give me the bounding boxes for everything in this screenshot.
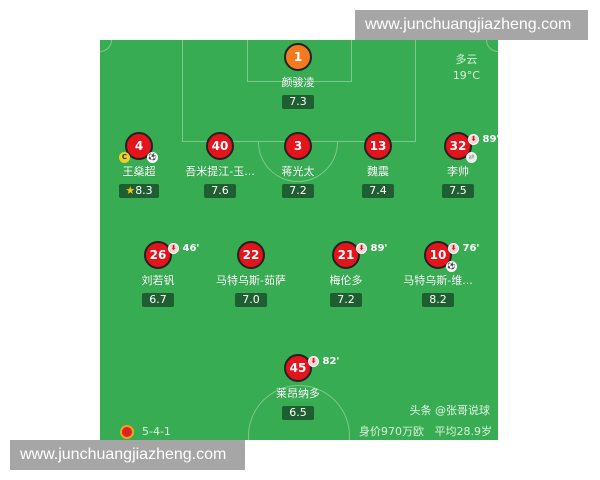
player-name: 马特乌斯-维... bbox=[403, 274, 473, 287]
substitution-icon: ⬇ bbox=[448, 242, 459, 254]
player-10[interactable]: 10 ⬇ 76' ⚽ 马特乌斯-维... 8.2 bbox=[378, 241, 498, 307]
substitution: ⬇ 76' bbox=[448, 237, 479, 261]
substitution: ⬇ 89' bbox=[356, 237, 387, 261]
star-icon: ★ bbox=[125, 184, 136, 197]
jersey-number: 21 ⬇ 89' bbox=[332, 241, 387, 269]
player-rating: 7.5 bbox=[442, 184, 474, 198]
player-rating: 7.4 bbox=[362, 184, 394, 198]
goal-box bbox=[247, 40, 352, 82]
player-name: 魏震 bbox=[367, 165, 389, 178]
team-logo-icon bbox=[120, 425, 134, 439]
corner-arc bbox=[100, 40, 112, 52]
weather: 多云 19°C bbox=[453, 52, 480, 84]
player-name: 梅伦多 bbox=[329, 274, 363, 287]
player-26[interactable]: 26 ⬇ 46' 刘若钒 6.7 bbox=[100, 241, 218, 307]
player-name: 马特乌斯-茹萨 bbox=[216, 274, 286, 287]
player-name: 吾米提江-玉... bbox=[185, 165, 255, 178]
player-name: 李帅 bbox=[447, 165, 469, 178]
jersey-number: 1 bbox=[284, 43, 312, 71]
weather-condition: 多云 bbox=[455, 53, 478, 66]
jersey-number: 3 bbox=[284, 132, 312, 160]
player-32[interactable]: 32 ⬇ 89' ⇄ 李帅 7.5 bbox=[398, 132, 498, 198]
substitution-icon: ⬇ bbox=[468, 133, 479, 145]
jersey-number: 13 bbox=[364, 132, 392, 160]
substitution-swap-icon: ⇄ bbox=[466, 152, 477, 163]
substitution: ⬇ 46' bbox=[168, 237, 199, 261]
jersey-number: 4 C ⚽ bbox=[119, 132, 158, 163]
player-name: 颜骏凌 bbox=[281, 76, 315, 89]
pitch: 多云 19°C 1 颜骏凌 7.3 4 C ⚽ 王燊超 ★8.3 40 吾米提江-玉... 7.6 3… bbox=[100, 40, 498, 440]
formation: 5-4-1 bbox=[142, 425, 171, 438]
captain-icon: C bbox=[119, 152, 130, 163]
jersey-number: 22 bbox=[237, 241, 265, 269]
player-rating: ★8.3 bbox=[119, 184, 159, 198]
player-name: 王燊超 bbox=[122, 165, 156, 178]
goal-ball-icon: ⚽ bbox=[446, 261, 457, 272]
url-watermark-top: www.junchuangjiazheng.com bbox=[355, 10, 588, 40]
substitution-icon: ⬇ bbox=[168, 242, 179, 254]
substitution: ⬇ 89' bbox=[468, 128, 498, 152]
source-watermark: 头条 @张哥说球 bbox=[409, 404, 491, 417]
substitution-icon: ⬇ bbox=[308, 355, 319, 367]
goal-ball-icon: ⚽ bbox=[147, 152, 158, 163]
jersey-number: 10 ⬇ 76' ⚽ bbox=[424, 241, 479, 272]
player-rating: 6.5 bbox=[282, 406, 314, 420]
player-rating: 7.3 bbox=[282, 95, 314, 109]
player-name: 蒋光太 bbox=[281, 165, 315, 178]
player-40[interactable]: 40 吾米提江-玉... 7.6 bbox=[160, 132, 280, 198]
player-rating: 8.2 bbox=[422, 293, 454, 307]
player-22[interactable]: 22 马特乌斯-茹萨 7.0 bbox=[191, 241, 311, 307]
jersey-number: 45 ⬇ 82' bbox=[284, 354, 339, 382]
player-1[interactable]: 1 颜骏凌 7.3 bbox=[238, 43, 358, 109]
player-rating: 6.7 bbox=[142, 293, 174, 307]
player-name: 刘若钒 bbox=[141, 274, 175, 287]
url-watermark-bottom: www.junchuangjiazheng.com bbox=[10, 440, 245, 470]
player-rating: 7.2 bbox=[282, 184, 314, 198]
team-summary: 身价970万欧 平均28.9岁 bbox=[359, 425, 492, 438]
jersey-number: 40 bbox=[206, 132, 234, 160]
player-3[interactable]: 3 蒋光太 7.2 bbox=[238, 132, 358, 198]
player-4[interactable]: 4 C ⚽ 王燊超 ★8.3 bbox=[100, 132, 199, 198]
player-rating: 7.2 bbox=[330, 293, 362, 307]
substitution-icon: ⬇ bbox=[356, 242, 367, 254]
player-name: 莱昂纳多 bbox=[276, 387, 320, 400]
substitution: ⬇ 82' bbox=[308, 350, 339, 374]
corner-arc bbox=[486, 40, 498, 52]
jersey-number: 26 ⬇ 46' bbox=[144, 241, 199, 269]
player-rating: 7.6 bbox=[204, 184, 236, 198]
jersey-number: 32 ⬇ 89' ⇄ bbox=[444, 132, 498, 163]
player-21[interactable]: 21 ⬇ 89' 梅伦多 7.2 bbox=[286, 241, 406, 307]
weather-temperature: 19°C bbox=[452, 69, 480, 82]
player-45[interactable]: 45 ⬇ 82' 莱昂纳多 6.5 bbox=[238, 354, 358, 420]
player-rating: 7.0 bbox=[235, 293, 267, 307]
player-13[interactable]: 13 魏震 7.4 bbox=[318, 132, 438, 198]
